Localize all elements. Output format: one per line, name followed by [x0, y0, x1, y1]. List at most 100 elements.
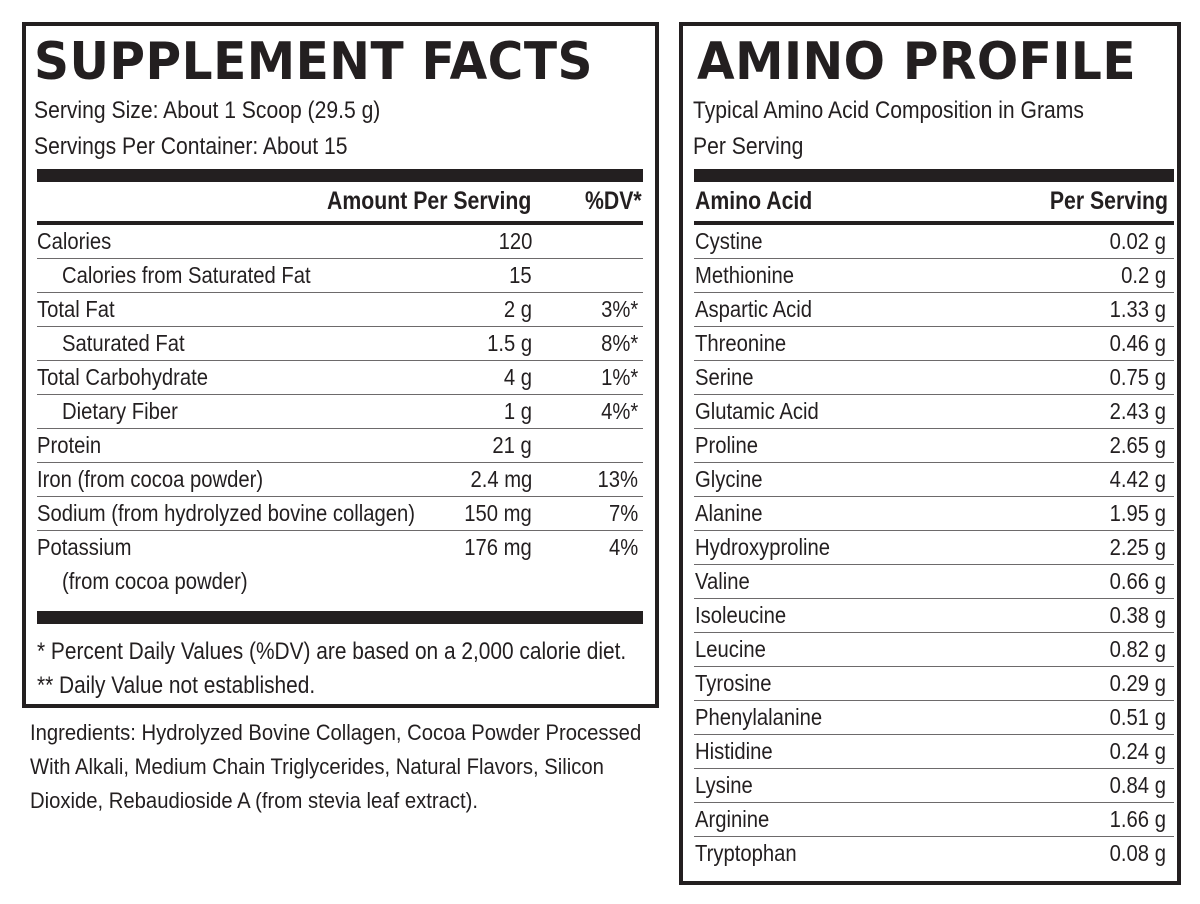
nutrient-name: Total Carbohydrate: [37, 364, 209, 390]
nutrient-row: Saturated Fat 1.5 g 8%*: [37, 327, 643, 361]
amino-row: Tryptophan 0.08 g: [694, 837, 1174, 871]
amino-row: Proline 2.65 g: [694, 429, 1174, 463]
amino-row: Histidine 0.24 g: [694, 735, 1174, 769]
header-rule: [694, 221, 1174, 225]
nutrient-dv: [547, 226, 638, 256]
nutrient-dv: 8%*: [600, 330, 638, 356]
amino-name: Alanine: [695, 500, 763, 526]
amino-amount: 0.51 g: [1109, 704, 1166, 730]
nutrient-name: Sodium (from hydrolyzed bovine collagen): [37, 500, 416, 526]
thick-divider-bottom: [37, 611, 643, 624]
nutrient-dv: 3%*: [600, 296, 638, 322]
nutrient-amount: 120: [498, 228, 532, 254]
amino-amount: 0.2 g: [1120, 262, 1166, 288]
nutrient-name: Saturated Fat: [62, 330, 185, 356]
amino-amount: 0.84 g: [1109, 772, 1166, 798]
amino-name: Serine: [695, 364, 754, 390]
nutrient-dv: 4%: [608, 534, 638, 560]
nutrient-amount: 150 mg: [464, 500, 532, 526]
amino-row: Hydroxyproline 2.25 g: [694, 531, 1174, 565]
amino-row: Alanine 1.95 g: [694, 497, 1174, 531]
ingredients-text: Ingredients: Hydrolyzed Bovine Collagen,…: [30, 720, 642, 813]
nutrient-row: Calories from Saturated Fat 15: [37, 259, 643, 293]
nutrient-name: Calories from Saturated Fat: [62, 262, 311, 288]
nutrient-row: Total Carbohydrate 4 g 1%*: [37, 361, 643, 395]
amino-amount: 0.38 g: [1109, 602, 1166, 628]
amino-amount: 0.46 g: [1109, 330, 1166, 356]
amino-row: Phenylalanine 0.51 g: [694, 701, 1174, 735]
nutrient-row: Potassium 176 mg 4% (from cocoa powder): [37, 531, 643, 599]
nutrient-name: Dietary Fiber: [62, 398, 178, 424]
amino-amount: 0.24 g: [1109, 738, 1166, 764]
amino-name: Tryptophan: [695, 840, 797, 866]
amino-name: Glutamic Acid: [695, 398, 819, 424]
nutrient-amount: 176 mg: [464, 534, 532, 560]
amino-name: Arginine: [695, 806, 770, 832]
amino-name: Hydroxyproline: [695, 534, 830, 560]
amino-row: Arginine 1.66 g: [694, 803, 1174, 837]
amino-acid-header: Amino Acid: [695, 187, 813, 215]
amino-amount: 0.82 g: [1109, 636, 1166, 662]
nutrient-name: Calories: [37, 228, 112, 254]
nutrient-subline: (from cocoa powder): [62, 568, 248, 594]
nutrient-name: Potassium: [37, 534, 132, 560]
amino-amount: 0.66 g: [1109, 568, 1166, 594]
amino-name: Isoleucine: [695, 602, 787, 628]
amino-amount: 0.75 g: [1109, 364, 1166, 390]
amino-name: Tyrosine: [695, 670, 772, 696]
amino-name: Methionine: [695, 262, 795, 288]
nutrient-amount: 1 g: [503, 398, 532, 424]
amino-row: Threonine 0.46 g: [694, 327, 1174, 361]
amino-profile-title: AMINO PROFILE: [697, 32, 1137, 92]
amino-row: Valine 0.66 g: [694, 565, 1174, 599]
supplement-facts-title: SUPPLEMENT FACTS: [34, 32, 593, 92]
amino-name: Histidine: [695, 738, 773, 764]
dv-header: %DV*: [585, 187, 642, 215]
amino-row: Glutamic Acid 2.43 g: [694, 395, 1174, 429]
nutrient-row: Calories 120: [37, 225, 643, 259]
servings-per-container: Servings Per Container: About 15: [34, 133, 348, 160]
nutrient-amount: 2.4 mg: [470, 466, 532, 492]
nutrient-amount: 21 g: [492, 432, 532, 458]
thick-divider: [694, 169, 1174, 182]
per-serving-header: Per Serving: [1049, 187, 1168, 215]
nutrient-row: Protein 21 g: [37, 429, 643, 463]
nutrient-row: Total Fat 2 g 3%*: [37, 293, 643, 327]
footnote-dv: * Percent Daily Values (%DV) are based o…: [37, 638, 627, 665]
amino-subtitle-line1: Typical Amino Acid Composition in Grams: [693, 97, 1084, 124]
amount-per-serving-header: Amount Per Serving: [326, 187, 531, 215]
amino-name: Glycine: [695, 466, 763, 492]
amino-row: Lysine 0.84 g: [694, 769, 1174, 803]
amino-name: Lysine: [695, 772, 753, 798]
amino-amount: 2.65 g: [1109, 432, 1166, 458]
nutrient-amount: 4 g: [503, 364, 532, 390]
nutrient-row: Sodium (from hydrolyzed bovine collagen)…: [37, 497, 643, 531]
amino-row: Methionine 0.2 g: [694, 259, 1174, 293]
nutrient-row: Iron (from cocoa powder) 2.4 mg 13%: [37, 463, 643, 497]
amino-amount: 1.95 g: [1109, 500, 1166, 526]
amino-profile-panel: AMINO PROFILE Typical Amino Acid Composi…: [679, 22, 1181, 885]
amino-subtitle-line2: Per Serving: [693, 133, 804, 160]
amino-amount: 2.43 g: [1109, 398, 1166, 424]
amino-row: Tyrosine 0.29 g: [694, 667, 1174, 701]
amino-amount: 1.33 g: [1109, 296, 1166, 322]
amino-row: Glycine 4.42 g: [694, 463, 1174, 497]
amino-name: Proline: [695, 432, 759, 458]
amino-name: Phenylalanine: [695, 704, 823, 730]
amino-row: Leucine 0.82 g: [694, 633, 1174, 667]
amino-name: Aspartic Acid: [695, 296, 812, 322]
amino-amount: 0.08 g: [1109, 840, 1166, 866]
thick-divider: [37, 169, 643, 182]
nutrient-row: Dietary Fiber 1 g 4%*: [37, 395, 643, 429]
amino-amount: 4.42 g: [1109, 466, 1166, 492]
amino-row: Cystine 0.02 g: [694, 225, 1174, 259]
nutrient-amount: 2 g: [503, 296, 532, 322]
nutrient-dv: 1%*: [600, 364, 638, 390]
nutrient-dv: 13%: [597, 466, 638, 492]
nutrient-name: Protein: [37, 432, 102, 458]
nutrient-dv: 7%: [608, 500, 638, 526]
nutrient-dv: [547, 430, 638, 460]
footnote-not-established: ** Daily Value not established.: [37, 672, 316, 699]
supplement-facts-panel: SUPPLEMENT FACTS Serving Size: About 1 S…: [22, 22, 659, 708]
nutrient-dv: 4%*: [600, 398, 638, 424]
